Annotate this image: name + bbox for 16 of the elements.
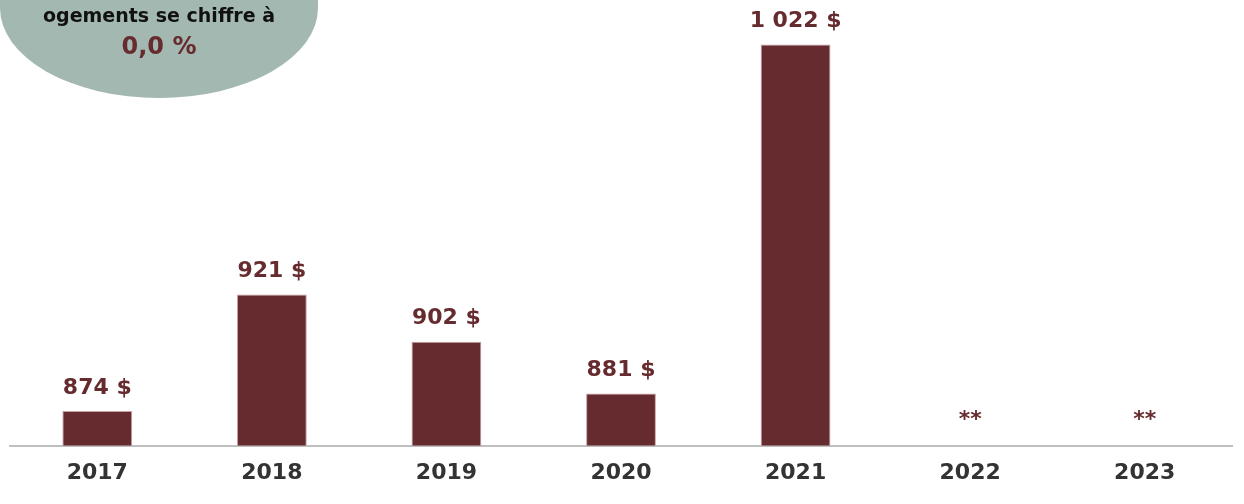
x-tick-label: 2020 (590, 458, 652, 484)
x-tick-label: 2018 (241, 458, 303, 484)
data-label: 874 $ (62, 373, 132, 399)
x-tick-label: 2022 (939, 458, 1001, 484)
x-tick-label: 2017 (66, 458, 128, 484)
text: ** (958, 406, 982, 432)
annotation: 0,0 % (120, 32, 198, 60)
x-tick-label: 2019 (415, 458, 478, 484)
x-tick-label: 2023 (1114, 458, 1176, 484)
x-tick-label: 2021 (764, 458, 827, 484)
data-label: 921 $ (237, 257, 307, 283)
data-label: 1 022 $ (749, 7, 842, 33)
data-label: 902 $ (411, 304, 481, 330)
data-label: 881 $ (586, 356, 656, 382)
text: ogements se chiffre à (42, 4, 276, 26)
text: ** (1133, 406, 1157, 432)
